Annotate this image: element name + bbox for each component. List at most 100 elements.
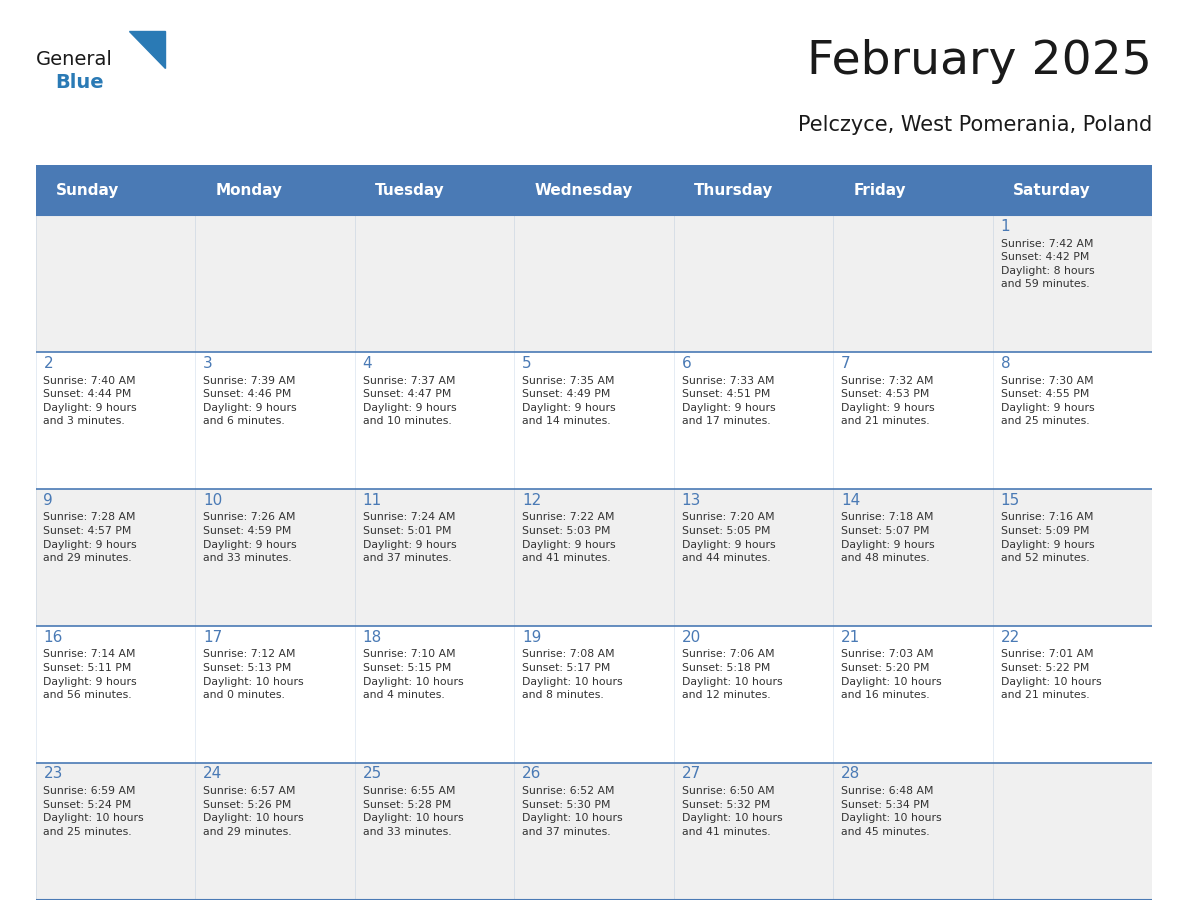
Bar — [355, 763, 514, 900]
Bar — [833, 165, 993, 215]
Text: 13: 13 — [682, 493, 701, 508]
Bar — [355, 165, 514, 215]
Text: 1: 1 — [1000, 218, 1010, 234]
Text: 9: 9 — [44, 493, 53, 508]
Text: 28: 28 — [841, 767, 860, 781]
Text: 18: 18 — [362, 630, 381, 644]
Text: Blue: Blue — [56, 73, 105, 93]
Text: 12: 12 — [522, 493, 542, 508]
Bar — [674, 165, 833, 215]
Text: 25: 25 — [362, 767, 381, 781]
Bar — [355, 626, 514, 763]
Text: Pelczyce, West Pomerania, Poland: Pelczyce, West Pomerania, Poland — [798, 115, 1152, 135]
Text: Sunrise: 7:01 AM
Sunset: 5:22 PM
Daylight: 10 hours
and 21 minutes.: Sunrise: 7:01 AM Sunset: 5:22 PM Dayligh… — [1000, 649, 1101, 700]
Text: 6: 6 — [682, 356, 691, 371]
Text: 3: 3 — [203, 356, 213, 371]
Text: February 2025: February 2025 — [808, 39, 1152, 84]
Bar — [195, 215, 355, 353]
Text: 19: 19 — [522, 630, 542, 644]
Bar — [993, 165, 1152, 215]
Text: 23: 23 — [44, 767, 63, 781]
Polygon shape — [128, 31, 165, 68]
Text: Wednesday: Wednesday — [535, 183, 633, 197]
Text: 4: 4 — [362, 356, 372, 371]
Text: Sunrise: 7:14 AM
Sunset: 5:11 PM
Daylight: 9 hours
and 56 minutes.: Sunrise: 7:14 AM Sunset: 5:11 PM Dayligh… — [44, 649, 137, 700]
Text: Sunrise: 7:20 AM
Sunset: 5:05 PM
Daylight: 9 hours
and 44 minutes.: Sunrise: 7:20 AM Sunset: 5:05 PM Dayligh… — [682, 512, 776, 564]
Bar — [36, 489, 195, 626]
Text: Sunrise: 6:48 AM
Sunset: 5:34 PM
Daylight: 10 hours
and 45 minutes.: Sunrise: 6:48 AM Sunset: 5:34 PM Dayligh… — [841, 786, 942, 837]
Bar — [514, 215, 674, 353]
Bar — [833, 353, 993, 489]
Text: Saturday: Saturday — [1013, 183, 1091, 197]
Bar — [993, 626, 1152, 763]
Text: Sunrise: 7:30 AM
Sunset: 4:55 PM
Daylight: 9 hours
and 25 minutes.: Sunrise: 7:30 AM Sunset: 4:55 PM Dayligh… — [1000, 375, 1094, 426]
Bar — [993, 763, 1152, 900]
Bar — [674, 489, 833, 626]
Bar — [833, 489, 993, 626]
Bar — [36, 353, 195, 489]
Bar — [36, 215, 195, 353]
Bar — [993, 215, 1152, 353]
Text: Sunrise: 7:22 AM
Sunset: 5:03 PM
Daylight: 9 hours
and 41 minutes.: Sunrise: 7:22 AM Sunset: 5:03 PM Dayligh… — [522, 512, 615, 564]
Text: Thursday: Thursday — [694, 183, 773, 197]
Text: Sunrise: 6:55 AM
Sunset: 5:28 PM
Daylight: 10 hours
and 33 minutes.: Sunrise: 6:55 AM Sunset: 5:28 PM Dayligh… — [362, 786, 463, 837]
Bar — [833, 763, 993, 900]
Text: Sunrise: 7:28 AM
Sunset: 4:57 PM
Daylight: 9 hours
and 29 minutes.: Sunrise: 7:28 AM Sunset: 4:57 PM Dayligh… — [44, 512, 137, 564]
Bar — [833, 215, 993, 353]
Bar — [355, 215, 514, 353]
Text: 26: 26 — [522, 767, 542, 781]
Bar — [195, 763, 355, 900]
Bar — [514, 353, 674, 489]
Text: 24: 24 — [203, 767, 222, 781]
Text: Sunrise: 7:16 AM
Sunset: 5:09 PM
Daylight: 9 hours
and 52 minutes.: Sunrise: 7:16 AM Sunset: 5:09 PM Dayligh… — [1000, 512, 1094, 564]
Text: Friday: Friday — [853, 183, 906, 197]
Text: 16: 16 — [44, 630, 63, 644]
Text: Sunrise: 6:57 AM
Sunset: 5:26 PM
Daylight: 10 hours
and 29 minutes.: Sunrise: 6:57 AM Sunset: 5:26 PM Dayligh… — [203, 786, 304, 837]
Text: Sunrise: 6:59 AM
Sunset: 5:24 PM
Daylight: 10 hours
and 25 minutes.: Sunrise: 6:59 AM Sunset: 5:24 PM Dayligh… — [44, 786, 144, 837]
Text: Sunrise: 7:42 AM
Sunset: 4:42 PM
Daylight: 8 hours
and 59 minutes.: Sunrise: 7:42 AM Sunset: 4:42 PM Dayligh… — [1000, 239, 1094, 289]
Text: Sunrise: 6:50 AM
Sunset: 5:32 PM
Daylight: 10 hours
and 41 minutes.: Sunrise: 6:50 AM Sunset: 5:32 PM Dayligh… — [682, 786, 782, 837]
Text: Sunrise: 7:06 AM
Sunset: 5:18 PM
Daylight: 10 hours
and 12 minutes.: Sunrise: 7:06 AM Sunset: 5:18 PM Dayligh… — [682, 649, 782, 700]
Text: 27: 27 — [682, 767, 701, 781]
Text: Sunday: Sunday — [56, 183, 119, 197]
Bar — [514, 763, 674, 900]
Bar — [355, 489, 514, 626]
Text: 14: 14 — [841, 493, 860, 508]
Text: Sunrise: 6:52 AM
Sunset: 5:30 PM
Daylight: 10 hours
and 37 minutes.: Sunrise: 6:52 AM Sunset: 5:30 PM Dayligh… — [522, 786, 623, 837]
Text: Sunrise: 7:32 AM
Sunset: 4:53 PM
Daylight: 9 hours
and 21 minutes.: Sunrise: 7:32 AM Sunset: 4:53 PM Dayligh… — [841, 375, 935, 426]
Text: Sunrise: 7:37 AM
Sunset: 4:47 PM
Daylight: 9 hours
and 10 minutes.: Sunrise: 7:37 AM Sunset: 4:47 PM Dayligh… — [362, 375, 456, 426]
Bar — [514, 165, 674, 215]
Bar — [195, 489, 355, 626]
Text: 11: 11 — [362, 493, 381, 508]
Text: 5: 5 — [522, 356, 532, 371]
Text: Sunrise: 7:40 AM
Sunset: 4:44 PM
Daylight: 9 hours
and 3 minutes.: Sunrise: 7:40 AM Sunset: 4:44 PM Dayligh… — [44, 375, 137, 426]
Bar — [514, 626, 674, 763]
Text: 2: 2 — [44, 356, 53, 371]
Text: Tuesday: Tuesday — [374, 183, 444, 197]
Bar — [195, 626, 355, 763]
Bar — [514, 489, 674, 626]
Text: 22: 22 — [1000, 630, 1019, 644]
Bar — [993, 489, 1152, 626]
Text: 21: 21 — [841, 630, 860, 644]
Bar — [674, 626, 833, 763]
Bar — [674, 763, 833, 900]
Text: Sunrise: 7:26 AM
Sunset: 4:59 PM
Daylight: 9 hours
and 33 minutes.: Sunrise: 7:26 AM Sunset: 4:59 PM Dayligh… — [203, 512, 297, 564]
Bar — [36, 626, 195, 763]
Text: 7: 7 — [841, 356, 851, 371]
Text: Sunrise: 7:33 AM
Sunset: 4:51 PM
Daylight: 9 hours
and 17 minutes.: Sunrise: 7:33 AM Sunset: 4:51 PM Dayligh… — [682, 375, 776, 426]
Bar — [993, 353, 1152, 489]
Text: Sunrise: 7:08 AM
Sunset: 5:17 PM
Daylight: 10 hours
and 8 minutes.: Sunrise: 7:08 AM Sunset: 5:17 PM Dayligh… — [522, 649, 623, 700]
Text: Sunrise: 7:18 AM
Sunset: 5:07 PM
Daylight: 9 hours
and 48 minutes.: Sunrise: 7:18 AM Sunset: 5:07 PM Dayligh… — [841, 512, 935, 564]
Text: Monday: Monday — [215, 183, 283, 197]
Text: Sunrise: 7:24 AM
Sunset: 5:01 PM
Daylight: 9 hours
and 37 minutes.: Sunrise: 7:24 AM Sunset: 5:01 PM Dayligh… — [362, 512, 456, 564]
Bar — [355, 353, 514, 489]
Bar — [195, 165, 355, 215]
Text: Sunrise: 7:12 AM
Sunset: 5:13 PM
Daylight: 10 hours
and 0 minutes.: Sunrise: 7:12 AM Sunset: 5:13 PM Dayligh… — [203, 649, 304, 700]
Bar — [195, 353, 355, 489]
Text: 17: 17 — [203, 630, 222, 644]
Text: Sunrise: 7:03 AM
Sunset: 5:20 PM
Daylight: 10 hours
and 16 minutes.: Sunrise: 7:03 AM Sunset: 5:20 PM Dayligh… — [841, 649, 942, 700]
Text: 10: 10 — [203, 493, 222, 508]
Text: Sunrise: 7:39 AM
Sunset: 4:46 PM
Daylight: 9 hours
and 6 minutes.: Sunrise: 7:39 AM Sunset: 4:46 PM Dayligh… — [203, 375, 297, 426]
Text: Sunrise: 7:10 AM
Sunset: 5:15 PM
Daylight: 10 hours
and 4 minutes.: Sunrise: 7:10 AM Sunset: 5:15 PM Dayligh… — [362, 649, 463, 700]
